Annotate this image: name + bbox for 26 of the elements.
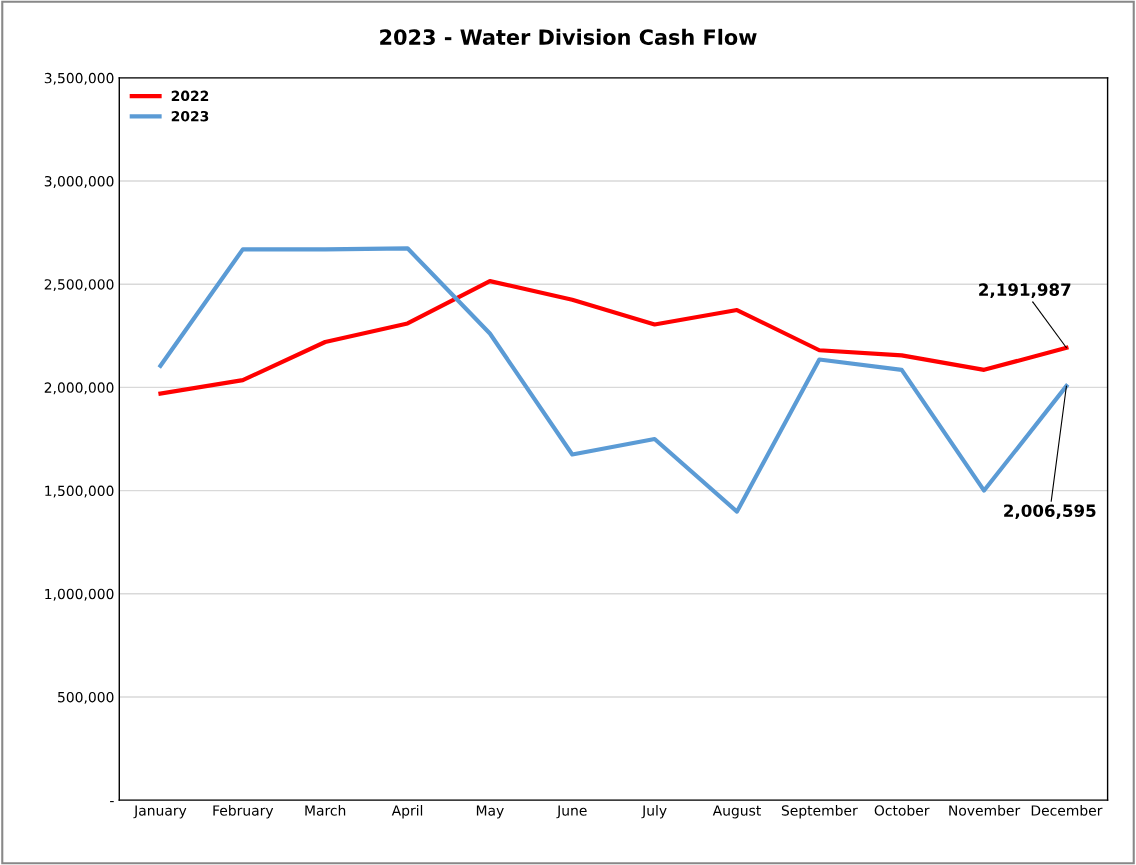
x-tick-label: September — [781, 804, 858, 819]
y-tick-label: 500,000 — [58, 691, 114, 704]
x-tick-label: October — [874, 804, 930, 816]
x-tick-label: April — [391, 804, 423, 819]
x-tick-label: August — [712, 805, 761, 819]
x-tick-label: June — [556, 805, 587, 819]
x-tick-label: July — [641, 804, 667, 819]
legend-label: 2022 — [171, 90, 209, 102]
annotation: 2,191,987 — [979, 283, 1071, 299]
y-tick-label: 2,000,000 — [44, 382, 114, 395]
x-tick-label: December — [1031, 804, 1103, 816]
y-tick-label: 1,500,000 — [45, 485, 114, 498]
x-tick-label: February — [213, 804, 274, 819]
line-series — [158, 279, 1069, 396]
x-tick-label: January — [133, 805, 187, 819]
x-tick-label: November — [949, 804, 1021, 816]
y-tick-label: 1,000,000 — [45, 588, 114, 601]
x-tick-label: March — [305, 804, 346, 816]
y-tick-label: 3,000,000 — [44, 176, 114, 188]
y-tick-label: 2,500,000 — [44, 279, 114, 292]
y-tick-label: 3,500,000 — [44, 72, 114, 85]
x-tick-label: May — [476, 805, 504, 819]
annotation: 2,006,595 — [1004, 504, 1096, 520]
chart-title: 2023 - Water Division Cash Flow — [380, 28, 757, 45]
y-tick-label: - — [110, 801, 114, 803]
legend-label: 2023 — [171, 110, 209, 122]
